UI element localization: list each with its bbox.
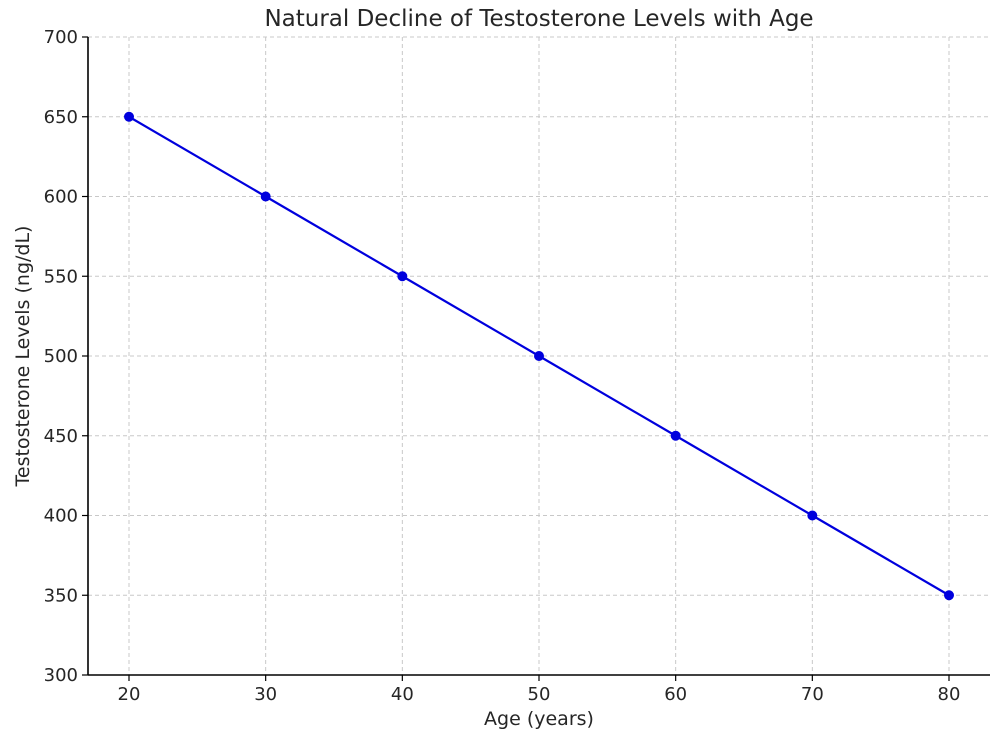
y-tick-label: 550 bbox=[44, 266, 78, 287]
x-axis-label: Age (years) bbox=[484, 708, 594, 730]
x-tick-label: 30 bbox=[254, 684, 277, 705]
data-point bbox=[397, 271, 408, 282]
y-tick-label: 350 bbox=[44, 585, 78, 606]
x-tick-label: 70 bbox=[801, 684, 824, 705]
data-point bbox=[260, 191, 271, 202]
y-tick-label: 600 bbox=[44, 187, 78, 208]
data-point bbox=[534, 351, 544, 361]
y-tick-label: 400 bbox=[44, 506, 78, 527]
tick-labels: 20 30 40 50 60 70 80 300 350 400 450 500 550 600 650 70… bbox=[44, 27, 961, 705]
x-tick-label: 80 bbox=[938, 684, 961, 705]
data-point bbox=[670, 430, 681, 441]
chart-title: Natural Decline of Testosterone Levels w… bbox=[264, 6, 813, 32]
y-axis-label: Testosterone Levels (ng/dL) bbox=[12, 226, 34, 488]
y-tick-label: 450 bbox=[44, 426, 78, 447]
x-tick-label: 40 bbox=[391, 684, 414, 705]
x-tick-label: 60 bbox=[664, 684, 687, 705]
data-point bbox=[944, 590, 954, 601]
y-tick-label: 300 bbox=[44, 665, 78, 686]
x-tick-label: 20 bbox=[118, 684, 141, 705]
y-tick-label: 500 bbox=[44, 346, 78, 367]
data-point bbox=[124, 111, 134, 122]
x-tick-label: 50 bbox=[528, 684, 551, 705]
y-tick-label: 700 bbox=[44, 27, 78, 48]
data-point bbox=[807, 510, 818, 521]
data-series bbox=[124, 111, 954, 601]
y-tick-label: 650 bbox=[44, 107, 78, 128]
